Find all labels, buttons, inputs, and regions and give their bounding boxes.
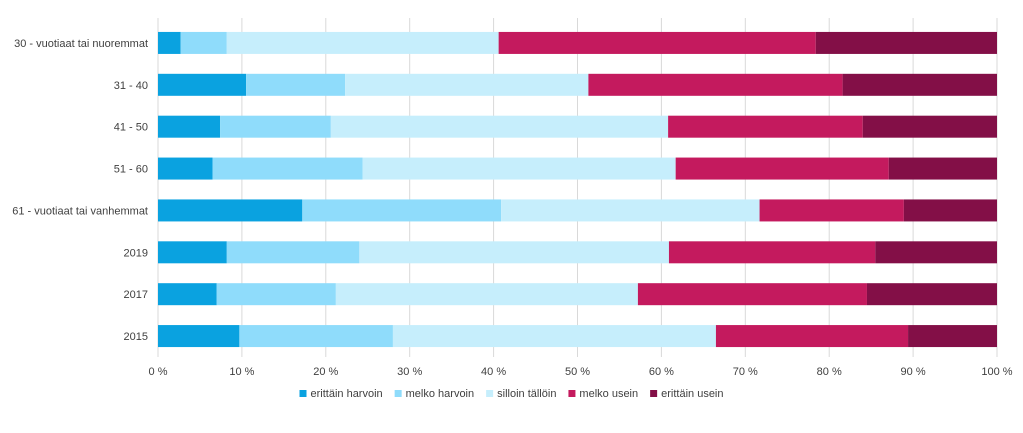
legend-swatch [568, 390, 576, 397]
legend-label: melko usein [579, 388, 638, 400]
legend-swatch [299, 390, 307, 397]
legend-swatch [394, 390, 402, 397]
category-label: 2017 [124, 289, 148, 301]
category-label: 51 - 60 [114, 164, 148, 176]
bar-segment [501, 199, 760, 222]
bar-segment [335, 283, 638, 306]
bar-segment [903, 199, 997, 222]
x-axis-ticks: 0 % 10 % 20 % 30 % 40 % 50 % 60 % 70 % 80 % 90 % 1… [149, 366, 1013, 378]
bar-segment [362, 157, 676, 180]
category-label: 2015 [124, 331, 148, 343]
bar-segment [842, 73, 997, 96]
legend-label: erittäin harvoin [311, 388, 383, 400]
bar-segment [216, 283, 336, 306]
legend-label: silloin tällöin [497, 388, 556, 400]
x-tick-label: 10 % [229, 366, 254, 378]
legend-label: melko harvoin [406, 388, 474, 400]
gridlines [157, 18, 998, 357]
bar-segment [715, 325, 909, 348]
x-tick-label: 30 % [397, 366, 422, 378]
x-tick-label: 20 % [313, 366, 338, 378]
bar-segment [668, 241, 876, 264]
bar-segment [158, 31, 181, 54]
bar-segment [908, 325, 997, 348]
x-tick-label: 80 % [817, 366, 842, 378]
legend-label: erittäin usein [661, 388, 723, 400]
bar-segment [239, 325, 393, 348]
category-label: 31 - 40 [114, 80, 148, 92]
category-labels: 30 - vuotiaat tai nuoremmat 31 - 40 41 - 5… [12, 38, 148, 343]
category-label: 2019 [124, 247, 148, 259]
x-tick-label: 40 % [481, 366, 506, 378]
bar-segment [759, 199, 904, 222]
x-tick-label: 70 % [733, 366, 758, 378]
bar-segment [180, 31, 227, 54]
bar-segment [220, 115, 331, 138]
x-tick-label: 0 % [149, 366, 168, 378]
bar-segment [226, 241, 360, 264]
bar-segment [866, 283, 997, 306]
bar-segment [158, 283, 217, 306]
bar-segment [875, 241, 997, 264]
bar-segment [158, 73, 247, 96]
bar-segment [246, 73, 346, 96]
bars [158, 31, 997, 348]
x-tick-label: 100 % [981, 366, 1012, 378]
legend-swatch [650, 390, 658, 397]
x-tick-label: 90 % [901, 366, 926, 378]
bar-segment [392, 325, 716, 348]
bar-segment [862, 115, 997, 138]
bar-segment [675, 157, 889, 180]
bar-segment [158, 157, 213, 180]
x-tick-label: 60 % [649, 366, 674, 378]
bar-segment [345, 73, 589, 96]
bar-segment [588, 73, 843, 96]
bar-segment [888, 157, 997, 180]
bar-segment [158, 199, 303, 222]
category-label: 41 - 50 [114, 122, 148, 134]
category-label: 61 - vuotiaat tai vanhemmat [12, 205, 148, 217]
bar-segment [158, 325, 240, 348]
legend-swatch [486, 390, 494, 397]
bar-segment [815, 31, 997, 54]
legend: erittäin harvoin melko harvoin silloin täl… [299, 388, 724, 400]
bar-segment [158, 241, 227, 264]
category-label: 30 - vuotiaat tai nuoremmat [14, 38, 148, 50]
bar-segment [498, 31, 816, 54]
bar-segment [668, 115, 863, 138]
bar-segment [302, 199, 502, 222]
bar-segment [158, 115, 221, 138]
bar-segment [212, 157, 363, 180]
bar-segment [226, 31, 499, 54]
bar-segment [330, 115, 669, 138]
bar-segment [359, 241, 669, 264]
x-tick-label: 50 % [565, 366, 590, 378]
bar-segment [637, 283, 867, 306]
